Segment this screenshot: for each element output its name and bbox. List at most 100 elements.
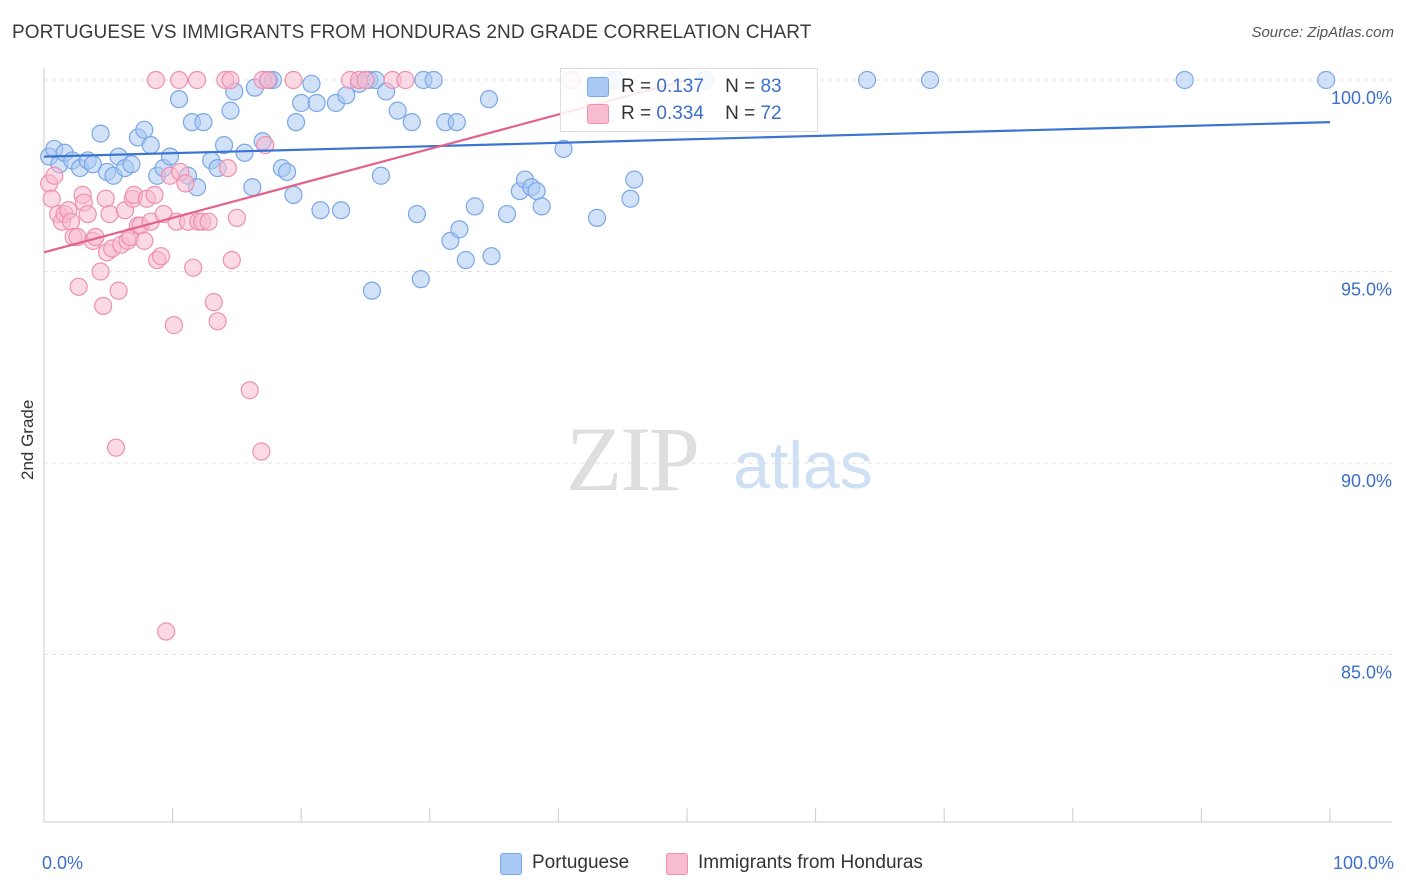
portuguese-point (411, 270, 430, 289)
n-value-honduras: 72 (760, 103, 782, 124)
honduras-point (69, 277, 88, 296)
y-tick-label: 90.0% (1341, 471, 1392, 491)
portuguese-point (221, 101, 240, 120)
honduras-point (164, 316, 183, 335)
portuguese-point (122, 155, 141, 174)
legend-swatch-honduras (587, 104, 609, 124)
watermark: ZIP atlas (566, 408, 873, 510)
legend-stats-honduras: R = 0.334 N = 72 (621, 103, 782, 125)
portuguese-point (284, 185, 303, 204)
grid-layer (44, 79, 1392, 655)
portuguese-point (920, 70, 940, 90)
source-credit: Source: ZipAtlas.com (1251, 24, 1394, 41)
honduras-point (256, 136, 275, 155)
portuguese-point (362, 281, 382, 300)
portuguese-point (331, 201, 351, 220)
portuguese-point (307, 93, 326, 113)
honduras-point (222, 250, 241, 270)
portuguese-point (554, 139, 573, 159)
honduras-point (146, 70, 165, 90)
honduras-point (106, 438, 126, 457)
portuguese-point (402, 113, 421, 132)
y-axis-label: 2nd Grade (18, 399, 37, 480)
portuguese-point (1175, 70, 1194, 90)
portuguese-point (407, 204, 427, 224)
portuguese-point (497, 204, 517, 224)
honduras-point (169, 70, 189, 90)
honduras-point (78, 204, 97, 224)
honduras-point (96, 189, 115, 208)
legend-swatch-portuguese (587, 77, 609, 97)
honduras-point (184, 258, 203, 277)
honduras-point (227, 208, 246, 227)
portuguese-point (135, 120, 154, 139)
portuguese-point (450, 220, 469, 239)
portuguese-point (91, 124, 110, 143)
honduras-point (199, 212, 218, 231)
legend-swatch-honduras (666, 853, 688, 875)
legend-stats-portuguese: R = 0.137 N = 83 (621, 76, 782, 98)
portuguese-point (160, 147, 180, 166)
legend-swatch-portuguese (500, 853, 522, 875)
n-label: N = (725, 76, 756, 97)
portuguese-point (532, 197, 551, 216)
x-tick-label-max: 100.0% (1333, 853, 1394, 873)
honduras-point (208, 312, 227, 331)
portuguese-point (371, 166, 391, 185)
portuguese-point (194, 113, 213, 132)
r-value-honduras: 0.334 (656, 103, 704, 124)
portuguese-point (479, 90, 499, 109)
legend-label-honduras: Immigrants from Honduras (698, 852, 923, 873)
honduras-point (109, 281, 128, 300)
n-label: N = (725, 103, 756, 124)
honduras-point (157, 622, 176, 641)
r-label: R = (621, 103, 652, 124)
honduras-point (187, 70, 207, 90)
portuguese-point (388, 101, 407, 120)
honduras-point (135, 231, 154, 250)
r-value-portuguese: 0.137 (656, 76, 704, 97)
honduras-point (221, 70, 240, 90)
honduras-point (396, 70, 415, 90)
honduras-point (218, 158, 237, 178)
legend-label-portuguese: Portuguese (532, 852, 630, 873)
honduras-point (204, 293, 223, 312)
honduras-point (61, 212, 81, 231)
honduras-point (258, 70, 277, 90)
watermark-zip: ZIP (566, 408, 698, 510)
portuguese-point (625, 170, 644, 189)
portuguese-point (482, 247, 501, 266)
y-tick-label: 85.0% (1341, 663, 1392, 683)
watermark-atlas: atlas (733, 428, 872, 502)
portuguese-point (302, 74, 321, 93)
portuguese-trend-line (43, 121, 1331, 158)
portuguese-point (447, 113, 466, 132)
portuguese-point (527, 181, 546, 201)
honduras-point (42, 189, 61, 208)
honduras-point (252, 442, 271, 461)
y-tick-label: 100.0% (1331, 88, 1392, 108)
portuguese-point (286, 113, 306, 132)
honduras-point (176, 174, 195, 193)
y-tick-label: 95.0% (1341, 280, 1392, 300)
honduras-point (240, 381, 259, 400)
portuguese-point (277, 162, 297, 182)
honduras-point (94, 296, 113, 316)
portuguese-point (141, 136, 160, 155)
tick-labels-layer: 100.0% 95.0% 90.0% 85.0% 0.0% 100.0% (42, 88, 1394, 873)
honduras-point (45, 166, 64, 185)
portuguese-point (311, 201, 330, 220)
portuguese-point (169, 90, 189, 109)
points-layer (40, 70, 1336, 641)
axis-layer (43, 68, 1392, 823)
honduras-point (91, 262, 110, 281)
honduras-point (100, 204, 119, 224)
r-label: R = (621, 76, 652, 97)
x-tick-label-min: 0.0% (42, 853, 83, 873)
portuguese-point (214, 136, 234, 155)
portuguese-point (621, 189, 640, 208)
portuguese-point (456, 250, 475, 270)
chart-title: PORTUGUESE VS IMMIGRANTS FROM HONDURAS 2… (12, 22, 812, 43)
portuguese-point (465, 197, 484, 216)
